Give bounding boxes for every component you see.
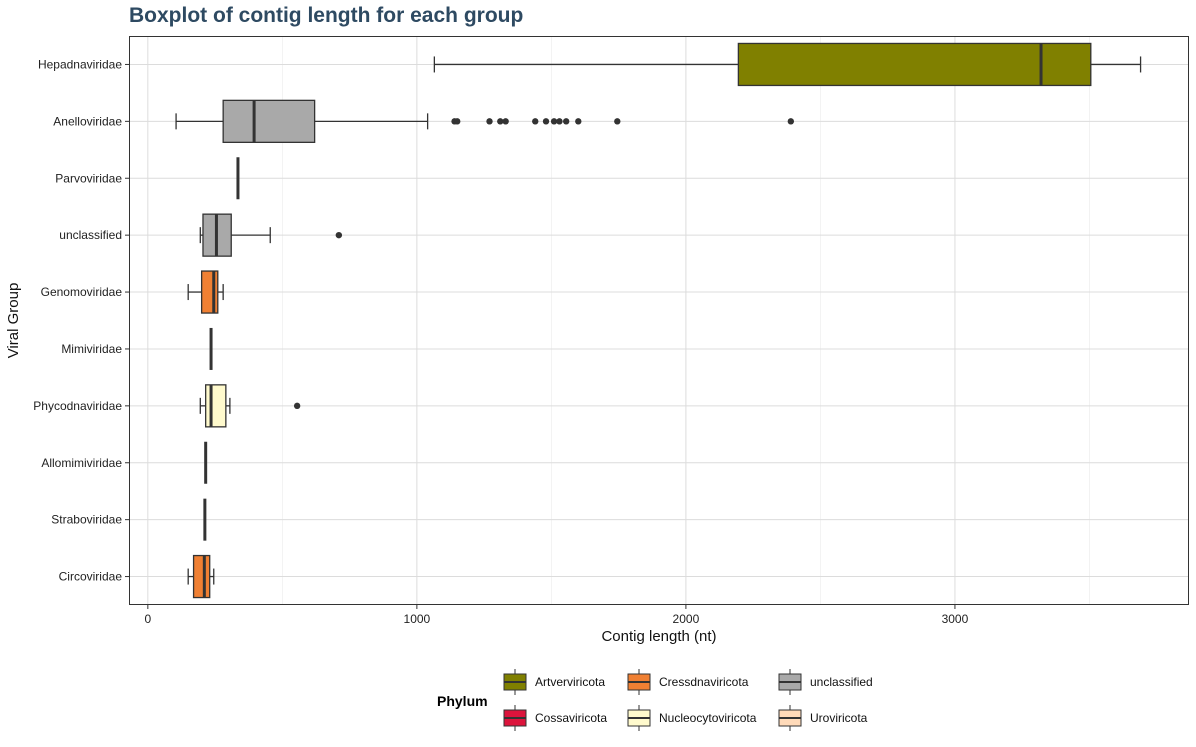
outlier-point (787, 118, 795, 125)
x-tick-label: 3000 (942, 612, 969, 626)
legend-title: Phylum (437, 693, 488, 709)
outlier-point (335, 231, 343, 239)
legend-item: Artverviricota (503, 669, 605, 695)
y-tick-label: Straboviridae (51, 513, 122, 527)
y-tick-label: unclassified (59, 228, 122, 242)
y-tick-label: Anelloviridae (53, 114, 122, 128)
legend-item: Nucleocytoviricota (627, 705, 757, 731)
legend-item: Cossaviricota (503, 705, 607, 731)
outlier-point (614, 118, 621, 125)
iqr-box (200, 270, 219, 314)
outlier-point (575, 118, 582, 125)
x-axis-title: Contig length (nt) (601, 628, 716, 645)
box-phycodnaviridae (199, 384, 301, 428)
iqr-box (192, 554, 211, 599)
outlier-point (542, 118, 550, 125)
chart-title: Boxplot of contig length for each group (129, 4, 524, 27)
outlier-point (502, 118, 509, 125)
legend: Phylum Artverviricota Cressdnaviricota unc… (437, 669, 873, 731)
box-circoviridae (187, 554, 215, 599)
box-anelloviridae (175, 99, 795, 143)
x-tick-label: 1000 (404, 612, 431, 626)
y-tick-label: Allomimiviridae (41, 456, 122, 470)
outlier-point (486, 118, 493, 125)
legend-label: unclassified (810, 675, 873, 689)
x-tick-label: 0 (144, 612, 151, 626)
legend-label: Cossaviricota (535, 711, 607, 725)
iqr-box (737, 42, 1092, 87)
y-tick-label: Genomoviridae (41, 285, 123, 299)
y-axis-title: Viral Group (5, 283, 22, 359)
outlier-point (293, 402, 301, 410)
legend-label: Artverviricota (535, 675, 605, 689)
outlier-point (556, 118, 563, 125)
y-tick-label: Mimiviridae (61, 342, 122, 356)
y-tick-label: Hepadnaviridae (38, 57, 122, 71)
y-tick-label: Phycodnaviridae (33, 399, 122, 413)
legend-item: unclassified (778, 669, 873, 695)
y-tick-label: Circoviridae (59, 570, 123, 584)
outlier-point (562, 118, 570, 125)
boxplot-marks (175, 42, 1142, 599)
legend-label: Cressdnaviricota (659, 675, 749, 689)
legend-item: Uroviricota (778, 705, 868, 731)
plot-panel-border (129, 36, 1189, 605)
iqr-box (222, 99, 316, 143)
legend-item: Cressdnaviricota (627, 669, 749, 695)
legend-label: Uroviricota (810, 711, 868, 725)
outlier-point (532, 118, 539, 125)
iqr-box (205, 384, 227, 428)
y-tick-label: Parvoviridae (55, 171, 122, 185)
box-hepadnaviridae (433, 42, 1142, 87)
legend-label: Nucleocytoviricota (659, 711, 757, 725)
outlier-point (497, 118, 504, 125)
x-tick-label: 2000 (673, 612, 700, 626)
outlier-point (550, 118, 558, 125)
axes: 0 1000 2000 3000 Hepadnaviridae Anelloviridae… (33, 57, 968, 626)
box-unclassified (199, 213, 343, 257)
box-genomoviridae (187, 270, 224, 314)
outlier-point (454, 118, 461, 125)
